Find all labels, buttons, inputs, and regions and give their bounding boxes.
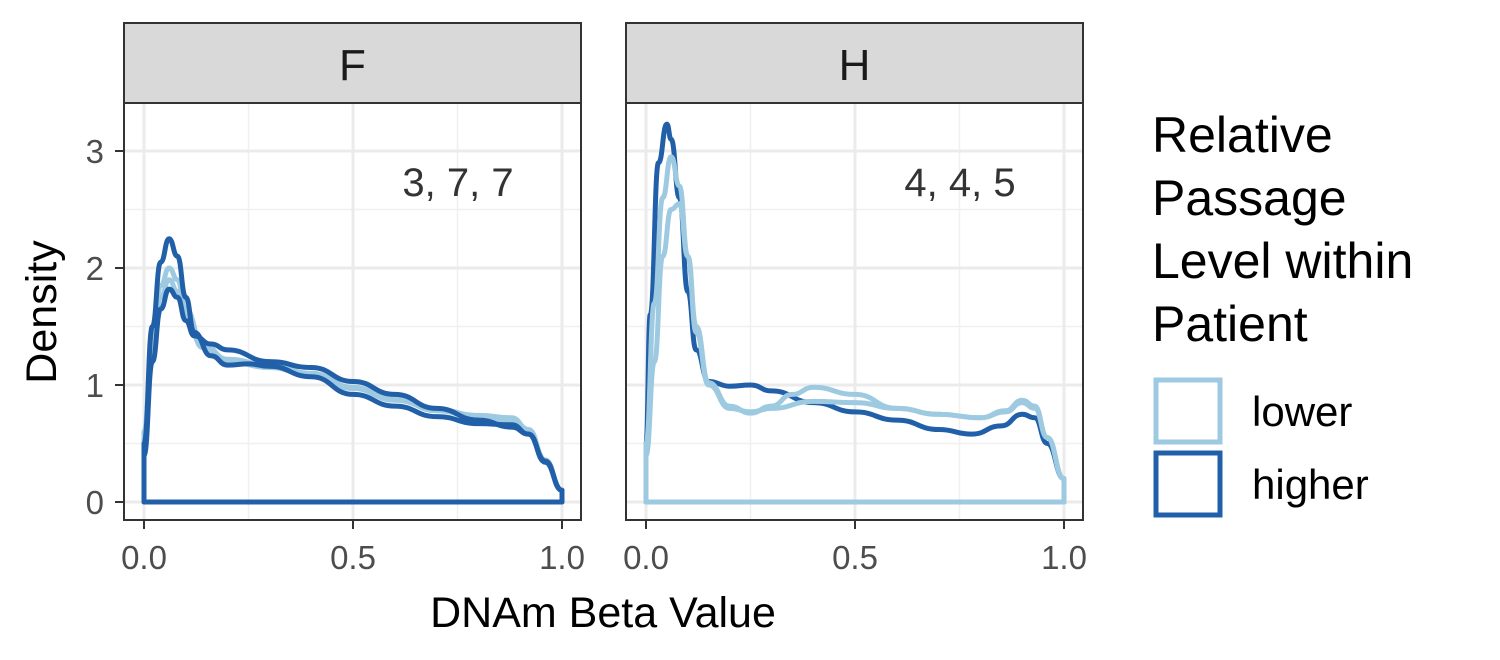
legend-title-line-3: Level within [1152, 233, 1413, 289]
x-tick-label: 0.0 [121, 539, 167, 576]
y-tick-label: 2 [86, 250, 104, 287]
x-tick-label: 0.5 [832, 539, 878, 576]
x-tick-label: 1.0 [1041, 539, 1087, 576]
legend: Relative Passage Level within Patient lo… [1152, 107, 1413, 518]
facet-panel-F: F 3, 7, 7 0.0 0.5 1.0 0 1 2 3 [86, 22, 585, 576]
strip-label-H: H [839, 41, 871, 90]
legend-title-line-4: Patient [1152, 296, 1308, 352]
y-axis-title: Density [18, 240, 66, 384]
legend-title-line-2: Passage [1152, 170, 1347, 226]
strip-background [625, 22, 1084, 104]
y-tick-label: 3 [86, 133, 104, 170]
x-axis-title: DNAm Beta Value [430, 589, 776, 637]
legend-title-line-1: Relative [1152, 107, 1333, 163]
legend-label-lower: lower [1252, 388, 1352, 435]
panel-annotation: 3, 7, 7 [402, 161, 513, 205]
facet-panel-H: H 4, 4, 5 0.0 0.5 1.0 [623, 22, 1087, 576]
legend-key-higher [1153, 450, 1223, 518]
legend-label-higher: higher [1252, 461, 1369, 508]
x-tick-label: 0.0 [623, 539, 669, 576]
facet-panels: F 3, 7, 7 0.0 0.5 1.0 0 1 2 3 H 4, 4, 5 0.0 0.5 1.0 [86, 22, 1087, 576]
strip-label-F: F [339, 41, 366, 90]
legend-key-lower [1153, 377, 1223, 445]
x-tick-label: 0.5 [330, 539, 376, 576]
x-tick-label: 1.0 [539, 539, 585, 576]
density-curve-lower [643, 201, 1067, 505]
density-curve-higher [643, 121, 1067, 505]
strip-background [123, 22, 582, 104]
panel-annotation: 4, 4, 5 [904, 161, 1015, 205]
y-tick-label: 0 [86, 484, 104, 521]
y-tick-label: 1 [86, 367, 104, 404]
density-curve-higher [141, 286, 565, 505]
